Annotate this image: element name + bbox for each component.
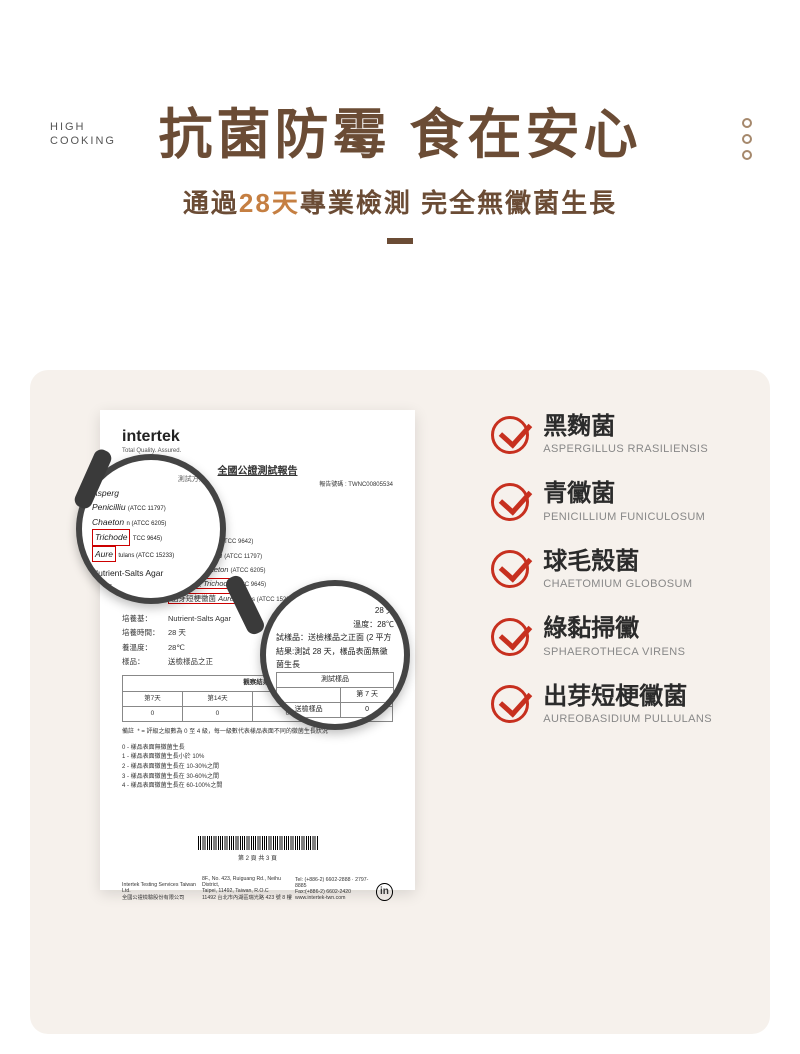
organism-name-en: ASPERGILLUS RRASILIENSIS xyxy=(543,443,708,455)
divider xyxy=(387,238,413,244)
organism-name-en: PENICILLIUM FUNICULOSUM xyxy=(543,511,705,523)
organism-name-cn: 綠黏掃黴 xyxy=(543,616,685,642)
check-icon xyxy=(491,685,529,723)
brand-line2: COOKING xyxy=(50,134,116,148)
organism-name-en: AUREOBASIDIUM PULLULANS xyxy=(543,713,712,725)
organism-list: 黑麴菌 ASPERGILLUS RRASILIENSIS 青黴菌 PENICILLIU… xyxy=(491,414,712,725)
in-icon: in xyxy=(376,883,393,901)
report-note-star: 備註 * = 評級之級數為 0 至 4 級，每一級數代表樣品表面不同的黴菌生長狀… xyxy=(122,728,393,738)
organism-item: 出芽短梗黴菌 AUREOBASIDIUM PULLULANS xyxy=(491,684,712,725)
headline: 抗菌防霉 食在安心 通過28天專業檢測 完全無黴菌生長 xyxy=(0,90,800,244)
headline-main: 抗菌防霉 食在安心 xyxy=(0,90,800,169)
organism-item: 綠黏掃黴 SPHAEROTHECA VIRENS xyxy=(491,616,712,657)
intertek-logo: intertek xyxy=(122,428,393,446)
report-notes: 0 - 樣品表面無黴菌生長1 - 樣品表面黴菌生長小於 10%2 - 樣品表面黴… xyxy=(122,744,393,792)
page-number: 第 2 頁 共 3 頁 xyxy=(122,853,393,862)
organism-name-en: SPHAEROTHECA VIRENS xyxy=(543,646,685,658)
check-icon xyxy=(491,550,529,588)
organism-name-cn: 出芽短梗黴菌 xyxy=(543,684,712,710)
organism-name-cn: 黑麴菌 xyxy=(543,414,708,440)
report-footer: Intertek Testing Services Taiwan Ltd. 全國… xyxy=(122,876,393,901)
brand-line1: HIGH xyxy=(50,120,116,134)
content-panel: intertek Total Quality. Assured. 全國公證測試報… xyxy=(30,370,770,1034)
organism-item: 球毛殼菌 CHAETOMIUM GLOBOSUM xyxy=(491,549,712,590)
check-icon xyxy=(491,416,529,454)
organism-item: 青黴菌 PENICILLIUM FUNICULOSUM xyxy=(491,481,712,522)
check-icon xyxy=(491,483,529,521)
headline-sub: 通過28天專業檢測 完全無黴菌生長 xyxy=(0,183,800,220)
intertek-tagline: Total Quality. Assured. xyxy=(122,448,393,454)
check-icon xyxy=(491,618,529,656)
decorative-dots xyxy=(742,118,752,160)
organism-item: 黑麴菌 ASPERGILLUS RRASILIENSIS xyxy=(491,414,712,455)
organism-name-cn: 球毛殼菌 xyxy=(543,549,692,575)
brand-logo: HIGH COOKING xyxy=(50,120,116,149)
organism-name-en: CHAETOMIUM GLOBOSUM xyxy=(543,578,692,590)
barcode xyxy=(198,836,318,850)
organism-name-cn: 青黴菌 xyxy=(543,481,705,507)
